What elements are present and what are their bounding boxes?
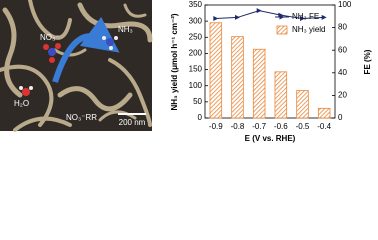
bar <box>252 48 266 119</box>
legend-label: NH₃ FE <box>292 12 319 21</box>
x-tick-label: -0.5 <box>296 122 310 131</box>
fe-marker <box>213 16 219 22</box>
molecule-label: NH₃ <box>118 25 133 34</box>
y2-tick-label: 40 <box>338 68 347 77</box>
x-axis-label: E (V vs. RHE) <box>245 134 296 143</box>
y2-tick-label: 80 <box>338 23 347 32</box>
legend-label: NH₃ yield <box>292 25 326 34</box>
y2-axis-label: FE (%) <box>363 49 372 74</box>
y-tick-label: 100 <box>189 81 203 90</box>
bar <box>231 36 244 119</box>
y-axis-label: NH₃ yield (μmol h⁻¹ cm⁻²) <box>170 13 179 110</box>
bar <box>274 71 288 119</box>
bar <box>209 22 223 119</box>
x-tick-label: -0.4 <box>317 122 331 131</box>
sem-image: NO₃⁻ NH₃ H₂O NO₃⁻RR 200 nm <box>0 0 153 132</box>
y2-tick-label: 0 <box>338 113 343 122</box>
y-tick-label: 0 <box>198 113 203 122</box>
y-tick-label: 200 <box>189 49 203 58</box>
x-tick-label: -0.6 <box>274 122 288 131</box>
bar <box>317 107 331 119</box>
x-tick-label: -0.9 <box>209 122 223 131</box>
y2-tick-label: 100 <box>338 0 352 9</box>
y-tick-label: 300 <box>189 16 203 25</box>
reaction-label: NO₃⁻RR <box>66 113 97 122</box>
fe-marker <box>321 14 327 20</box>
y-tick-label: 50 <box>193 97 202 106</box>
x-tick-label: -0.7 <box>252 122 266 131</box>
page: NO₃⁻ NH₃ H₂O NO₃⁻RR 200 nm E (V vs. RHE)… <box>0 0 373 144</box>
figure: NO₃⁻ NH₃ H₂O NO₃⁻RR 200 nm E (V vs. RHE)… <box>0 0 372 143</box>
fe-marker <box>256 8 262 14</box>
legend-marker <box>279 14 285 20</box>
bar <box>296 90 309 119</box>
fe-marker <box>300 16 305 22</box>
y2-tick-label: 60 <box>338 45 347 54</box>
x-tick-label: -0.8 <box>231 122 245 131</box>
molecule-label: NO₃⁻ <box>40 33 59 42</box>
y2-tick-label: 20 <box>338 91 347 100</box>
legend-swatch <box>276 25 288 35</box>
plot-frame <box>204 4 336 119</box>
y-tick-label: 250 <box>189 32 203 41</box>
y-tick-label: 150 <box>189 65 203 74</box>
y-tick-label: 350 <box>189 0 203 9</box>
fe-line <box>215 10 325 20</box>
molecule-label: H₂O <box>14 99 29 108</box>
scale-bar-label: 200 nm <box>119 118 146 127</box>
fe-marker <box>235 14 240 20</box>
